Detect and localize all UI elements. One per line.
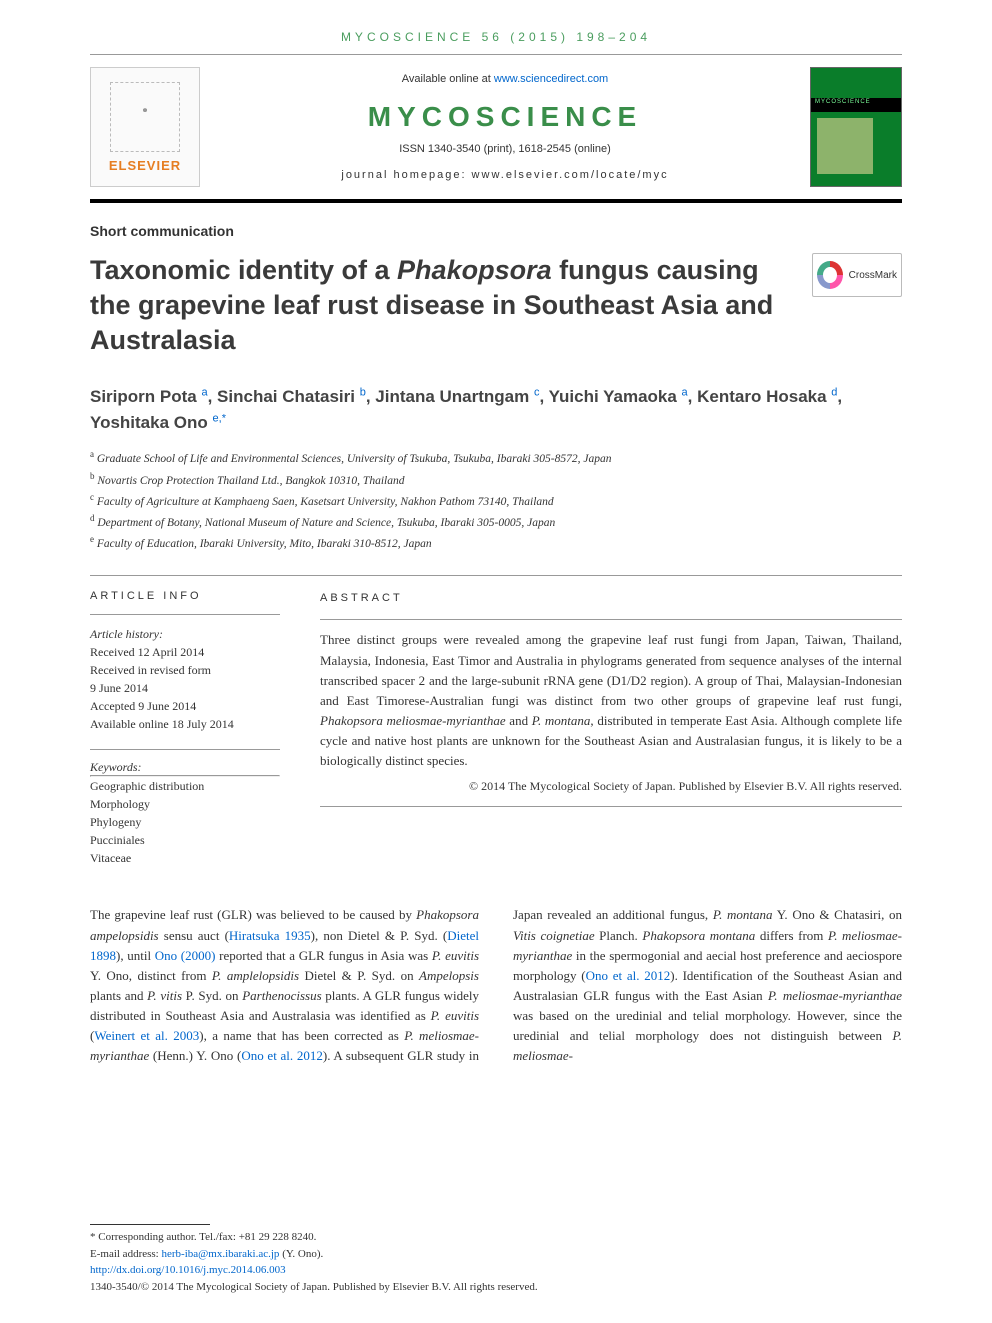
email-link[interactable]: herb-iba@mx.ibaraki.ac.jp	[161, 1248, 279, 1260]
footer-copyright: 1340-3540/© 2014 The Mycological Society…	[90, 1279, 902, 1296]
affiliation-line: c Faculty of Agriculture at Kamphaeng Sa…	[90, 490, 902, 511]
elsevier-name: ELSEVIER	[109, 158, 181, 173]
affiliation-line: d Department of Botany, National Museum …	[90, 511, 902, 532]
journal-header-box: ELSEVIER Available online at www.science…	[90, 54, 902, 203]
left-col-bottom-rule	[90, 775, 280, 777]
article-info-heading: ARTICLE INFO	[90, 590, 280, 602]
affiliation-line: e Faculty of Education, Ibaraki Universi…	[90, 532, 902, 553]
crossmark-label: CrossMark	[849, 270, 897, 281]
keyword-line: Geographic distribution	[90, 777, 280, 795]
history-label: Article history:	[90, 625, 280, 643]
crossmark-badge[interactable]: CrossMark	[812, 253, 902, 297]
footnote-rule	[90, 1224, 210, 1225]
affiliations-block: a Graduate School of Life and Environmen…	[90, 447, 902, 553]
journal-center: Available online at www.sciencedirect.co…	[200, 73, 810, 181]
keyword-line: Phylogeny	[90, 813, 280, 831]
journal-cover-thumbnail[interactable]: MYCOSCIENCE	[810, 67, 902, 187]
email-line: E-mail address: herb-iba@mx.ibaraki.ac.j…	[90, 1246, 902, 1263]
available-text: Available online at	[402, 73, 494, 85]
section-divider	[90, 575, 902, 576]
affiliation-line: a Graduate School of Life and Environmen…	[90, 447, 902, 468]
keyword-line: Morphology	[90, 795, 280, 813]
elsevier-logo[interactable]: ELSEVIER	[90, 67, 200, 187]
abstract-text: Three distinct groups were revealed amon…	[320, 630, 902, 771]
history-line: Received in revised form	[90, 661, 280, 679]
email-label: E-mail address:	[90, 1248, 161, 1260]
article-info-column: ARTICLE INFO Article history: Received 1…	[90, 590, 280, 867]
history-line: 9 June 2014	[90, 679, 280, 697]
body-text: The grapevine leaf rust (GLR) was believ…	[90, 905, 902, 1066]
authors-line: Siriporn Pota a, Sinchai Chatasiri b, Ji…	[90, 384, 902, 435]
article-type-label: Short communication	[90, 223, 902, 239]
doi-link[interactable]: http://dx.doi.org/10.1016/j.myc.2014.06.…	[90, 1264, 286, 1276]
history-line: Received 12 April 2014	[90, 643, 280, 661]
corresponding-author-line: * Corresponding author. Tel./fax: +81 29…	[90, 1229, 902, 1246]
email-suffix: (Y. Ono).	[279, 1248, 323, 1260]
history-line: Available online 18 July 2014	[90, 715, 280, 733]
keywords-block: Geographic distributionMorphologyPhyloge…	[90, 777, 280, 867]
abstract-heading: ABSTRACT	[320, 590, 902, 607]
keyword-line: Pucciniales	[90, 831, 280, 849]
available-online-line: Available online at www.sciencedirect.co…	[200, 73, 810, 85]
abstract-copyright: © 2014 The Mycological Society of Japan.…	[320, 777, 902, 796]
affiliation-line: b Novartis Crop Protection Thailand Ltd.…	[90, 469, 902, 490]
article-title: Taxonomic identity of a Phakopsora fungu…	[90, 253, 792, 358]
abstract-column: ABSTRACT Three distinct groups were reve…	[320, 590, 902, 867]
history-line: Accepted 9 June 2014	[90, 697, 280, 715]
article-history-block: Article history: Received 12 April 2014R…	[90, 625, 280, 733]
page-footer: * Corresponding author. Tel./fax: +81 29…	[90, 1224, 902, 1295]
keyword-line: Vitaceae	[90, 849, 280, 867]
crossmark-icon	[817, 261, 843, 289]
journal-homepage-line: journal homepage: www.elsevier.com/locat…	[200, 169, 810, 181]
keywords-label: Keywords:	[90, 760, 280, 775]
elsevier-tree-icon	[110, 82, 180, 152]
sciencedirect-link[interactable]: www.sciencedirect.com	[494, 73, 608, 85]
journal-title: MYCOSCIENCE	[200, 101, 810, 133]
running-head: MYCOSCIENCE 56 (2015) 198–204	[0, 0, 992, 54]
issn-line: ISSN 1340-3540 (print), 1618-2545 (onlin…	[200, 143, 810, 155]
